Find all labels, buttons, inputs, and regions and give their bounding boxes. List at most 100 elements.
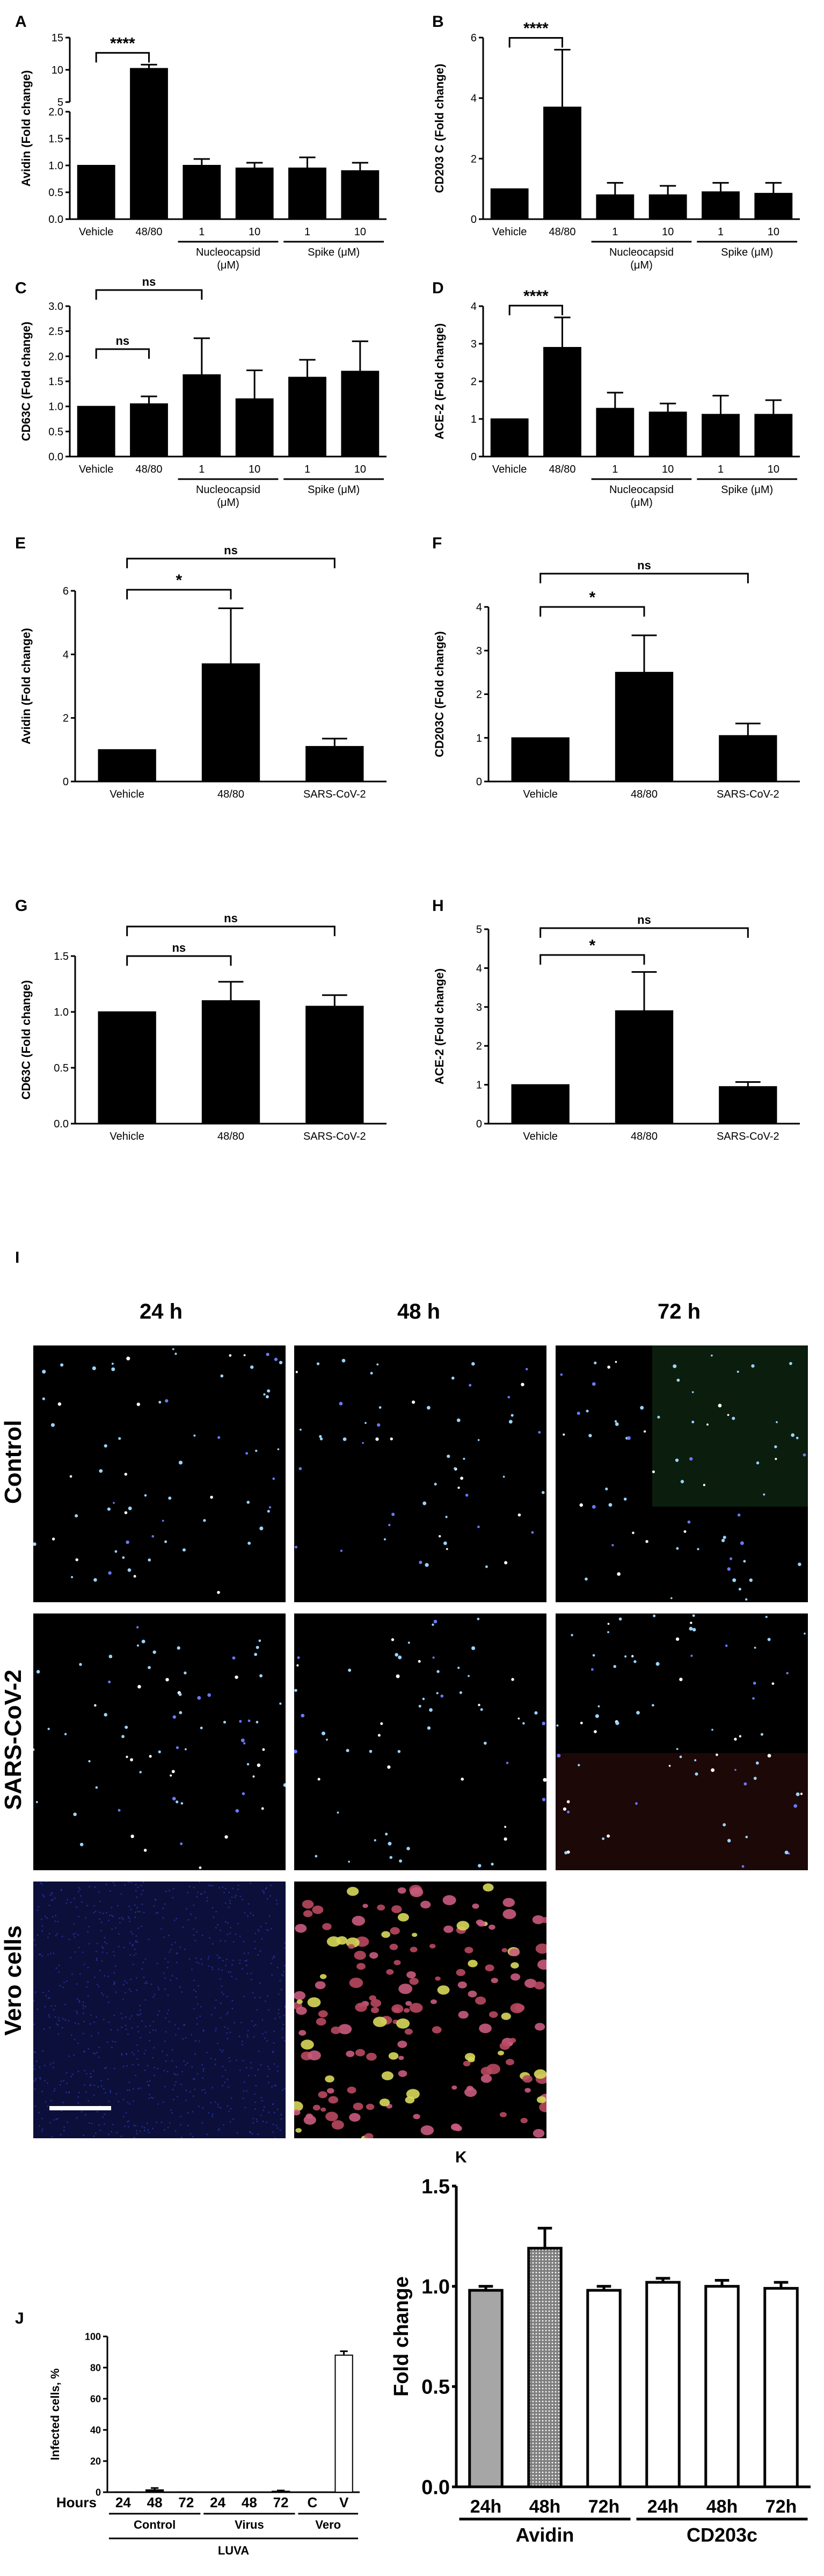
infected-cell	[534, 1981, 545, 1990]
cell-nucleus	[269, 1895, 271, 1897]
cell-nucleus	[228, 2057, 230, 2059]
cell-nucleus	[434, 1482, 437, 1486]
cell-nucleus	[125, 1992, 126, 1994]
infected-cell	[353, 2102, 363, 2110]
cell-nucleus	[706, 1423, 709, 1426]
cell-nucleus	[227, 2028, 229, 2030]
cell-nucleus	[139, 1771, 142, 1774]
infected-cell	[522, 2075, 533, 2083]
bar	[145, 2489, 164, 2493]
cell-nucleus	[94, 1704, 97, 1707]
cell-nucleus	[485, 1565, 488, 1568]
y-tick-label: 1	[476, 733, 482, 744]
cell-nucleus	[130, 1882, 132, 1884]
cell-nucleus	[85, 2073, 87, 2075]
cell-nucleus	[597, 1705, 600, 1707]
cell-nucleus	[174, 1352, 177, 1355]
cell-nucleus	[230, 2097, 232, 2099]
cell-nucleus	[62, 2018, 64, 2020]
cell-nucleus	[172, 1897, 174, 1899]
cell-nucleus	[247, 2074, 250, 2076]
cell-nucleus	[711, 1354, 713, 1357]
cell-nucleus	[153, 1905, 155, 1907]
cell-nucleus	[259, 1950, 261, 1952]
x-tick-label: 10	[662, 464, 674, 475]
cell-nucleus	[222, 1886, 224, 1888]
cell-nucleus	[79, 1973, 81, 1975]
cell-nucleus	[199, 2015, 201, 2017]
cell-nucleus	[165, 2060, 167, 2062]
bar	[201, 1000, 260, 1124]
cell-nucleus	[35, 1801, 38, 1804]
cell-nucleus	[65, 2072, 68, 2074]
micrograph-control-48h	[294, 1345, 546, 1602]
cell-nucleus	[193, 1979, 195, 1981]
bar	[702, 191, 740, 220]
cell-nucleus	[157, 1986, 159, 1988]
cell-nucleus	[137, 2088, 139, 2090]
cell-nucleus	[337, 1811, 339, 1814]
infected-cell	[381, 1931, 391, 1938]
significance-bracket	[539, 573, 749, 583]
cell-nucleus	[156, 1963, 158, 1965]
infected-cell	[318, 2010, 328, 2018]
cell-nucleus	[541, 1490, 545, 1494]
cell-nucleus	[121, 2017, 123, 2020]
cell-nucleus	[36, 1670, 40, 1674]
cell-nucleus	[162, 1907, 164, 1909]
cell-nucleus	[165, 2031, 167, 2033]
cell-nucleus	[261, 2019, 264, 2021]
cell-nucleus	[239, 2069, 241, 2071]
cell-nucleus	[254, 1948, 256, 1950]
cell-nucleus	[727, 1567, 731, 1571]
cell-nucleus	[48, 1990, 50, 1992]
cell-nucleus	[229, 2031, 231, 2034]
y-tick-label: 2.0	[48, 351, 63, 363]
infected-cell	[403, 2008, 410, 2013]
cell-nucleus	[219, 1929, 221, 1931]
cell-nucleus	[483, 1741, 487, 1745]
y-tick-label: 5	[57, 97, 63, 108]
cell-nucleus	[149, 2080, 151, 2082]
cell-nucleus	[169, 1890, 171, 1892]
cell-nucleus	[42, 1992, 44, 1993]
cell-nucleus	[242, 1792, 245, 1796]
cell-nucleus	[136, 1907, 138, 1909]
cell-nucleus	[144, 2025, 147, 2028]
infected-cell	[397, 1913, 409, 1922]
cell-nucleus	[179, 1946, 181, 1948]
cell-nucleus	[158, 2010, 160, 2012]
cell-nucleus	[723, 1823, 726, 1827]
infected-cell	[308, 2050, 321, 2061]
cell-nucleus	[399, 1859, 403, 1863]
cell-nucleus	[242, 2097, 244, 2099]
cell-nucleus	[87, 2048, 90, 2050]
cell-nucleus	[615, 1422, 619, 1426]
infected-cell	[420, 2125, 434, 2136]
x-tick-label: V	[339, 2494, 349, 2510]
cell-nucleus	[798, 1562, 801, 1566]
cell-nucleus	[132, 1943, 134, 1945]
cell-nucleus	[152, 2021, 155, 2023]
cell-nucleus	[57, 2033, 60, 2035]
micrograph-sars-cov-2-48h	[294, 1613, 546, 1870]
cell-nucleus	[220, 2049, 221, 2051]
cell-nucleus	[566, 1800, 570, 1804]
significance-bracket	[508, 305, 563, 315]
cell-nucleus	[592, 1504, 596, 1509]
y-tick-label: 3	[471, 338, 477, 350]
cell-nucleus	[272, 2051, 274, 2053]
cell-nucleus	[222, 2075, 223, 2078]
infected-cell	[322, 1923, 332, 1930]
cell-nucleus	[126, 1982, 128, 1984]
infected-cell	[506, 2059, 514, 2066]
cell-nucleus	[94, 1886, 96, 1888]
x-tick-label: 72h	[588, 2497, 620, 2517]
cell-nucleus	[132, 2088, 134, 2090]
cell-nucleus	[86, 1986, 88, 1988]
cell-nucleus	[229, 1902, 231, 1905]
cell-nucleus	[245, 2067, 247, 2069]
cell-nucleus	[140, 1885, 142, 1886]
cell-nucleus	[244, 2107, 246, 2109]
